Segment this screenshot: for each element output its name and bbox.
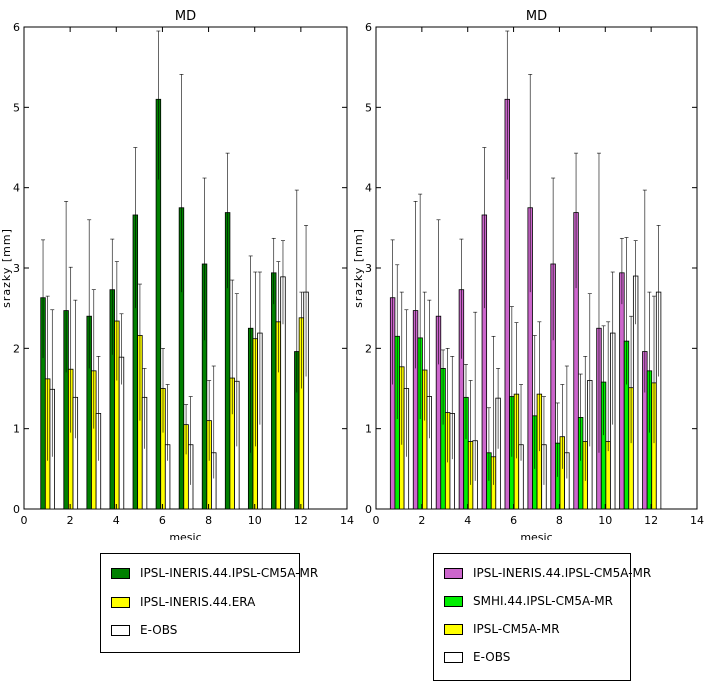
y-tick-label: 3 (365, 262, 372, 275)
legend-swatch (444, 623, 463, 635)
legend-label: E-OBS (140, 623, 178, 637)
y-tick-label: 3 (13, 262, 20, 275)
x-tick-label: 14 (340, 514, 354, 527)
x-tick-label: 8 (556, 514, 563, 527)
y-tick-label: 0 (13, 503, 20, 516)
legend-item: SMHI.44.IPSL-CM5A-MR (444, 591, 613, 611)
legend-item: E-OBS (444, 647, 510, 667)
y-tick-label: 1 (13, 423, 20, 436)
x-tick-label: 12 (294, 514, 308, 527)
legend-label: IPSL-CM5A-MR (473, 622, 560, 636)
bar (619, 272, 625, 510)
legend-item: E-OBS (111, 620, 177, 640)
legend-label: IPSL-INERIS.44.IPSL-CM5A-MR (140, 566, 319, 580)
legend-label: IPSL-INERIS.44.IPSL-CM5A-MR (473, 566, 652, 580)
y-tick-label: 4 (13, 182, 20, 195)
y-tick-label: 6 (365, 21, 372, 34)
y-axis-label: srazky [mm] (352, 228, 365, 308)
x-axis-label: mesic (169, 531, 201, 540)
series-1 (389, 30, 648, 510)
y-tick-label: 6 (13, 21, 20, 34)
legend-right: IPSL-INERIS.44.IPSL-CM5A-MR SMHI.44.IPSL… (433, 553, 651, 681)
legend-swatch (111, 624, 130, 636)
x-tick-label: 0 (21, 514, 28, 527)
series-4 (403, 225, 662, 510)
legend-item: IPSL-INERIS.44.IPSL-CM5A-MR (444, 563, 651, 583)
x-tick-label: 6 (510, 514, 517, 527)
y-tick-label: 4 (365, 182, 372, 195)
x-tick-label: 0 (373, 514, 380, 527)
bar (271, 272, 277, 510)
legend-item: IPSL-INERIS.44.IPSL-CM5A-MR (111, 563, 318, 583)
legend-swatch (444, 651, 463, 663)
y-axis-label: srazky [mm] (0, 228, 13, 308)
legend-swatch (111, 596, 130, 608)
legend-left: IPSL-INERIS.44.IPSL-CM5A-MR IPSL-INERIS.… (100, 553, 318, 653)
legend-swatch (444, 595, 463, 607)
legend-item: IPSL-CM5A-MR (444, 619, 560, 639)
x-axis-label: mesic (520, 531, 552, 540)
y-tick-label: 2 (13, 342, 20, 355)
x-tick-label: 14 (690, 514, 704, 527)
y-tick-label: 5 (365, 101, 372, 114)
y-tick-label: 0 (365, 503, 372, 516)
legend-label: IPSL-INERIS.44.ERA (140, 595, 256, 609)
x-tick-label: 12 (644, 514, 658, 527)
x-tick-label: 10 (598, 514, 612, 527)
x-tick-label: 4 (464, 514, 471, 527)
legend-label: SMHI.44.IPSL-CM5A-MR (473, 594, 613, 608)
legend-swatch (111, 567, 130, 579)
x-tick-label: 4 (113, 514, 120, 527)
legend-swatch (444, 567, 463, 579)
legend-label: E-OBS (473, 650, 511, 664)
x-tick-label: 10 (248, 514, 262, 527)
bar (605, 441, 611, 510)
y-tick-label: 2 (365, 342, 372, 355)
series-2 (394, 193, 653, 510)
y-tick-label: 1 (365, 423, 372, 436)
x-tick-label: 2 (67, 514, 74, 527)
x-tick-label: 2 (418, 514, 425, 527)
series-3 (49, 225, 309, 510)
chart-title: MD (526, 9, 547, 24)
y-tick-label: 5 (13, 101, 20, 114)
x-tick-label: 6 (159, 514, 166, 527)
chart-title: MD (175, 9, 196, 24)
x-tick-label: 8 (205, 514, 212, 527)
legend-item: IPSL-INERIS.44.ERA (111, 592, 255, 612)
